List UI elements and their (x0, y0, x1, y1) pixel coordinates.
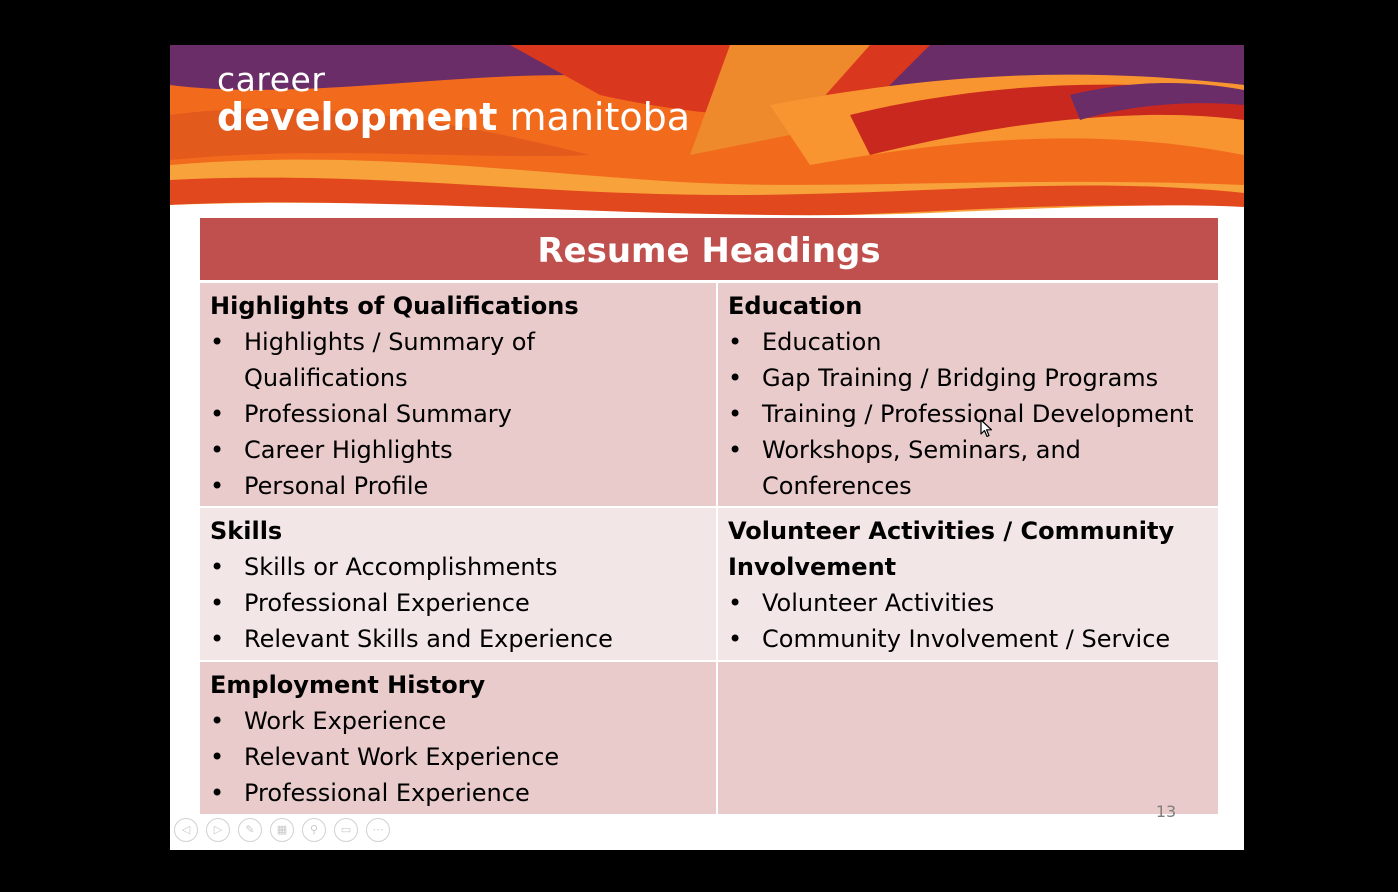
subtitles-button[interactable]: ▭ (334, 818, 358, 842)
list-item: • Education (728, 324, 1208, 360)
zoom-button[interactable]: ⚲ (302, 818, 326, 842)
bullet-icon: • (210, 589, 225, 617)
bullet-icon: • (728, 400, 743, 428)
list-item-text: Gap Training / Bridging Programs (762, 364, 1159, 392)
bullet-icon: • (728, 625, 743, 653)
list-item-text: Professional Summary (244, 400, 512, 428)
bullet-icon: • (728, 364, 743, 392)
list-item-text: Professional Experience (244, 779, 530, 807)
bullet-icon: • (210, 436, 225, 464)
list-item-text: Personal Profile (244, 472, 429, 500)
bullet-icon: • (210, 400, 225, 428)
see-all-slides-button[interactable]: ▦ (270, 818, 294, 842)
next-slide-button[interactable]: ▷ (206, 818, 230, 842)
list-item-text: Training / Professional Development (762, 400, 1194, 428)
cell-heading: Skills (210, 517, 283, 545)
cell-list: • Volunteer Activities • Community Involve… (728, 585, 1208, 657)
bullet-icon: • (728, 436, 743, 464)
banner-waves-graphic (170, 45, 1244, 220)
list-item: • Community Involvement / Service (728, 621, 1208, 657)
bullet-icon: • (210, 472, 225, 500)
list-item-text: Skills or Accomplishments (244, 553, 558, 581)
table-cell-skills: Skills • Skills or Accomplishments • Profe… (200, 508, 716, 660)
slide: career development manitoba Resume Headi… (170, 45, 1244, 850)
pen-tool-button[interactable]: ✎ (238, 818, 262, 842)
list-item-text: Relevant Work Experience (244, 743, 560, 771)
list-item: • Workshops, Seminars, and Conferences (728, 432, 1208, 504)
cell-heading: Employment History (210, 671, 486, 699)
slideshow-controls: ◁ ▷ ✎ ▦ ⚲ ▭ ⋯ (174, 818, 390, 848)
list-item-text: Relevant Skills and Experience (244, 625, 613, 653)
bullet-icon: • (210, 553, 225, 581)
list-item: • Highlights / Summary of Qualifications (210, 324, 706, 396)
list-item: • Professional Summary (210, 396, 706, 432)
cell-heading: Education (728, 292, 863, 320)
logo-line-development-manitoba: development manitoba (217, 98, 690, 136)
list-item: • Training / Professional Development (728, 396, 1208, 432)
more-options-button[interactable]: ⋯ (366, 818, 390, 842)
cell-list: • Work Experience • Relevant Work Experien… (210, 703, 706, 811)
bullet-icon: • (210, 779, 225, 807)
list-item-text: Volunteer Activities (762, 589, 995, 617)
list-item: • Professional Experience (210, 585, 706, 621)
bullet-icon: • (728, 328, 743, 356)
table-cell-employment: Employment History • Work Experience • Rel… (200, 662, 716, 814)
table-cell-volunteer: Volunteer Activities / Community Involve… (718, 508, 1218, 660)
list-item: • Professional Experience (210, 775, 706, 811)
bullet-icon: • (210, 707, 225, 735)
cell-heading: Volunteer Activities / Community Involve… (728, 517, 1175, 581)
list-item-text: Education (762, 328, 882, 356)
logo-word-development: development (217, 95, 498, 139)
cell-list: • Skills or Accomplishments • Professional… (210, 549, 706, 657)
list-item: • Relevant Work Experience (210, 739, 706, 775)
list-item-text: Career Highlights (244, 436, 453, 464)
table-cell-empty (718, 662, 1218, 814)
table-title: Resume Headings (200, 218, 1218, 280)
bullet-icon: • (210, 743, 225, 771)
logo-word-manitoba: manitoba (509, 95, 691, 139)
mouse-pointer-icon (980, 419, 993, 438)
list-item: • Work Experience (210, 703, 706, 739)
career-development-manitoba-logo: career development manitoba (217, 63, 690, 136)
table-cell-education: Education • Education • Gap Training / Bri… (718, 283, 1218, 506)
bullet-icon: • (210, 328, 225, 356)
list-item-text: Work Experience (244, 707, 447, 735)
cell-list: • Highlights / Summary of Qualifications … (210, 324, 706, 504)
table-cell-highlights: Highlights of Qualifications • Highlights… (200, 283, 716, 506)
list-item-text: Community Involvement / Service (762, 625, 1171, 653)
list-item: • Career Highlights (210, 432, 706, 468)
list-item-text: Workshops, Seminars, and Conferences (762, 436, 1081, 500)
list-item: • Personal Profile (210, 468, 706, 504)
list-item: • Relevant Skills and Experience (210, 621, 706, 657)
list-item-text: Highlights / Summary of Qualifications (244, 328, 535, 392)
previous-slide-button[interactable]: ◁ (174, 818, 198, 842)
page-number: 13 (1155, 802, 1177, 821)
list-item: • Volunteer Activities (728, 585, 1208, 621)
logo-line-career: career (217, 60, 326, 99)
cell-heading: Highlights of Qualifications (210, 292, 579, 320)
cell-list: • Education • Gap Training / Bridging Prog… (728, 324, 1208, 504)
bullet-icon: • (728, 589, 743, 617)
list-item: • Skills or Accomplishments (210, 549, 706, 585)
bullet-icon: • (210, 625, 225, 653)
list-item-text: Professional Experience (244, 589, 530, 617)
list-item: • Gap Training / Bridging Programs (728, 360, 1208, 396)
header-banner: career development manitoba (170, 45, 1244, 220)
